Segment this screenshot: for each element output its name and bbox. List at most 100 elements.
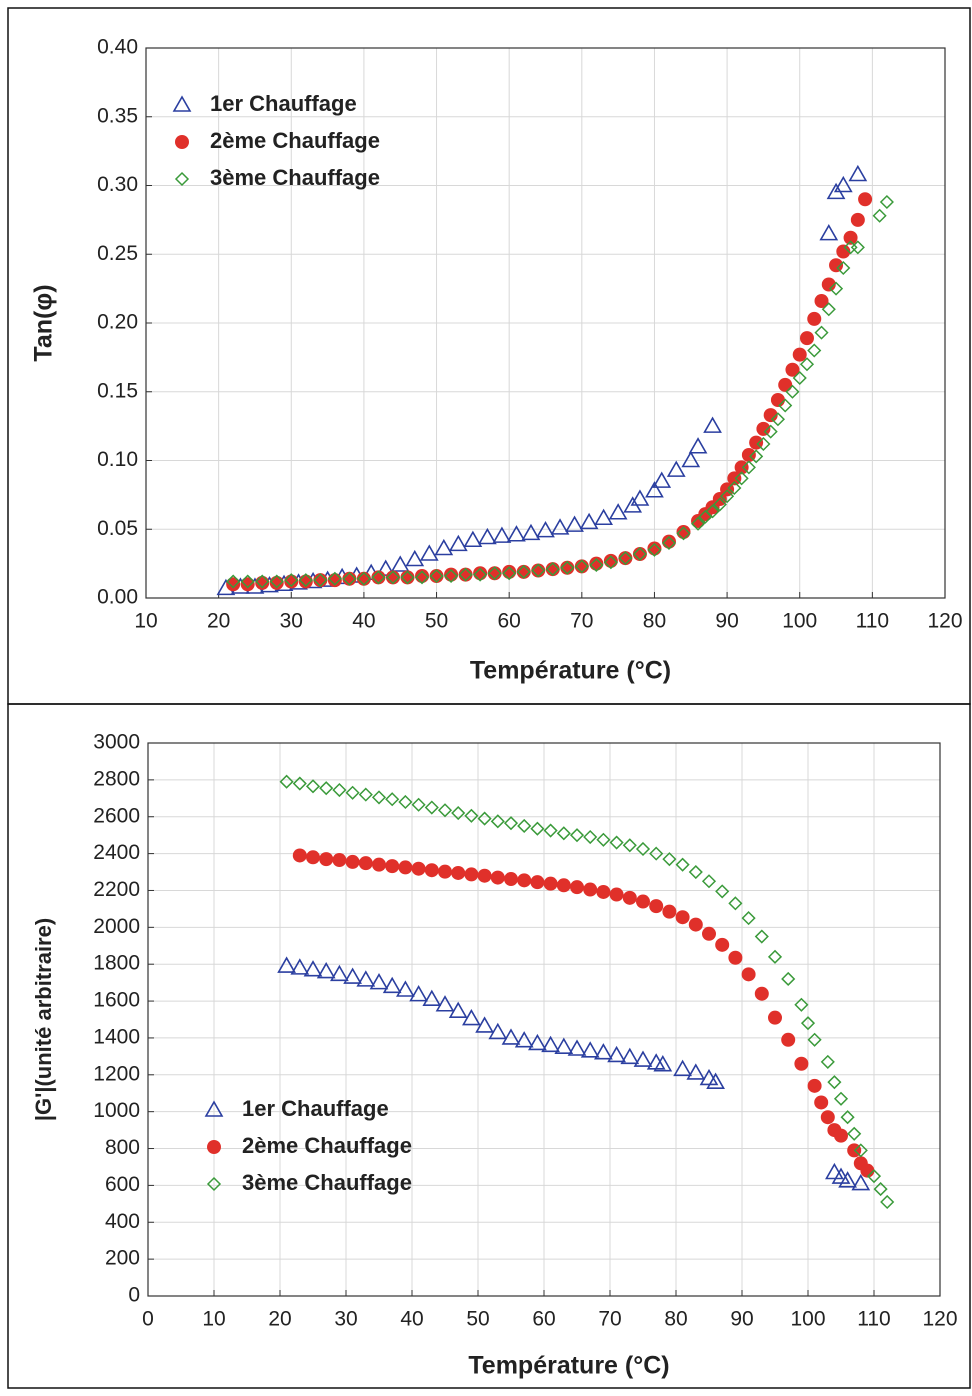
data-point: [843, 230, 858, 245]
data-point: [799, 357, 815, 372]
data-point: [356, 970, 376, 987]
data-point: [560, 560, 575, 575]
y-tick-label: 0.05: [97, 517, 138, 540]
data-point: [504, 872, 518, 887]
data-point: [833, 175, 853, 193]
data-point: [429, 569, 444, 583]
data-point: [741, 460, 756, 475]
data-point: [444, 568, 459, 584]
data-point: [807, 343, 822, 358]
data-point: [768, 1010, 782, 1025]
y-tick-label: 400: [105, 1210, 140, 1233]
data-point: [794, 1056, 809, 1071]
data-point: [292, 776, 307, 791]
data-point: [435, 995, 455, 1012]
data-point: [478, 527, 497, 545]
data-point: [371, 790, 387, 805]
data-point: [596, 884, 611, 899]
data-point: [358, 787, 373, 802]
data-point: [828, 281, 844, 296]
legend-symbol: [204, 1100, 224, 1117]
data-point: [778, 377, 793, 392]
data-point: [574, 559, 589, 574]
legend-label: 3ème Chauffage: [210, 165, 380, 190]
data-point: [705, 504, 720, 519]
data-point: [607, 1045, 626, 1063]
data-point: [688, 437, 708, 454]
data-point: [712, 497, 727, 512]
data-point: [458, 567, 473, 582]
data-point: [290, 958, 310, 975]
data-point: [477, 868, 492, 883]
y-tick-label: 1800: [93, 952, 140, 975]
x-tick-label: 100: [790, 1308, 825, 1331]
data-point: [821, 302, 836, 317]
data-point: [376, 559, 396, 576]
data-point: [342, 571, 357, 586]
legend-label: 1er Chauffage: [210, 91, 357, 116]
y-axis-title: Tan(φ): [30, 284, 58, 361]
data-point: [666, 460, 686, 477]
plot-frame: [147, 742, 941, 1297]
data-point: [853, 1143, 868, 1158]
data-point: [279, 774, 294, 789]
data-point: [594, 1043, 613, 1060]
data-point: [545, 562, 560, 577]
data-point: [838, 1171, 857, 1188]
y-tick-label: 2800: [93, 767, 140, 790]
data-point: [589, 557, 604, 573]
data-point: [313, 573, 328, 588]
data-point: [501, 1028, 521, 1045]
data-point: [792, 347, 807, 362]
data-point: [385, 859, 400, 874]
data-point: [487, 566, 502, 581]
legend-symbol: [175, 135, 189, 149]
panel-frame: [7, 7, 971, 705]
y-axis-title: |G'|(unité arbitraire): [31, 918, 56, 1121]
data-point: [807, 1032, 822, 1047]
y-tick-label: 2600: [93, 804, 140, 827]
data-point: [345, 854, 360, 869]
data-point: [405, 549, 425, 567]
legend-symbol: [172, 95, 192, 112]
x-tick-label: 10: [134, 610, 157, 633]
data-point: [545, 562, 560, 577]
x-tick-label: 20: [268, 1308, 291, 1331]
data-point: [858, 192, 873, 207]
data-point: [516, 564, 531, 579]
data-point: [851, 1173, 871, 1191]
x-tick-label: 80: [664, 1308, 687, 1331]
data-point: [820, 1110, 835, 1125]
x-tick-label: 50: [466, 1308, 489, 1331]
x-tick-label: 70: [598, 1308, 621, 1331]
data-point: [688, 917, 703, 932]
data-point: [756, 436, 771, 452]
data-point: [741, 967, 756, 982]
data-point: [574, 559, 589, 574]
data-point: [451, 865, 466, 880]
data-point: [702, 926, 716, 941]
data-point: [807, 1078, 822, 1093]
y-tick-label: 1600: [93, 989, 140, 1012]
data-point: [800, 1016, 816, 1031]
data-point: [565, 515, 584, 532]
y-tick-label: 0: [128, 1284, 140, 1307]
data-point: [464, 808, 479, 823]
data-point: [464, 867, 479, 882]
data-point: [385, 570, 401, 585]
data-point: [319, 852, 334, 867]
y-tick-label: 0.25: [97, 242, 138, 265]
data-point: [560, 560, 575, 575]
x-tick-label: 70: [570, 610, 593, 633]
data-point: [579, 512, 599, 530]
y-tick-label: 0.10: [97, 448, 138, 471]
data-point: [821, 277, 836, 292]
data-point: [487, 566, 502, 581]
data-point: [358, 856, 373, 871]
y-tick-label: 200: [105, 1247, 140, 1270]
data-point: [516, 564, 531, 579]
x-tick-label: 20: [207, 610, 230, 633]
x-tick-label: 10: [202, 1308, 225, 1331]
data-point: [866, 1169, 882, 1184]
